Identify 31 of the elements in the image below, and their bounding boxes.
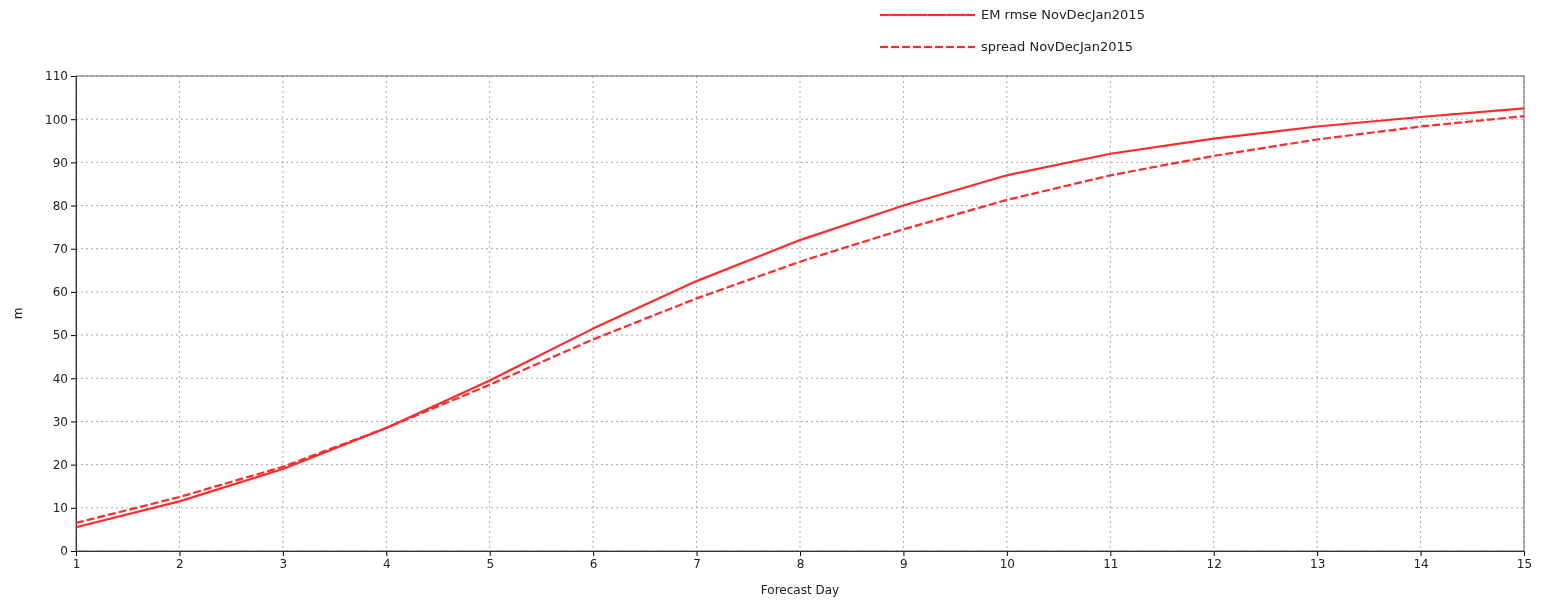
x-tick-label: 9 (900, 556, 908, 571)
x-tick-label: 15 (1516, 556, 1533, 571)
x-axis-title: Forecast Day (760, 583, 840, 597)
y-tick-label: 60 (52, 285, 68, 300)
y-tick-label: 50 (52, 328, 68, 343)
x-tick-label: 8 (796, 556, 805, 571)
x-tick-label: 5 (486, 556, 495, 571)
x-tick-label: 7 (693, 556, 701, 571)
x-tick-label: 13 (1310, 556, 1326, 571)
legend-label: spread NovDecJan2015 (981, 39, 1134, 54)
y-tick-label: 10 (52, 501, 68, 516)
y-axis-title: m (11, 307, 25, 320)
x-tick-label: 1 (72, 556, 81, 571)
x-tick-label: 4 (382, 556, 391, 571)
legend-label: EM rmse NovDecJan2015 (981, 7, 1145, 22)
x-tick-label: 6 (589, 556, 598, 571)
x-tick-label: 14 (1413, 556, 1429, 571)
x-tick-label: 10 (999, 556, 1015, 571)
y-tick-label: 0 (60, 544, 68, 559)
y-tick-label: 40 (52, 371, 68, 386)
y-tick-label: 20 (52, 457, 68, 472)
x-tick-label: 3 (279, 556, 288, 571)
x-tick-label: 11 (1103, 556, 1119, 571)
y-tick-label: 30 (52, 414, 68, 429)
x-tick-label: 12 (1206, 556, 1222, 571)
y-tick-label: 110 (45, 69, 68, 84)
y-tick-label: 100 (45, 112, 68, 127)
x-tick-label: 2 (176, 556, 184, 571)
y-tick-label: 90 (52, 155, 68, 170)
y-tick-label: 80 (52, 198, 68, 213)
y-tick-label: 70 (52, 242, 68, 257)
